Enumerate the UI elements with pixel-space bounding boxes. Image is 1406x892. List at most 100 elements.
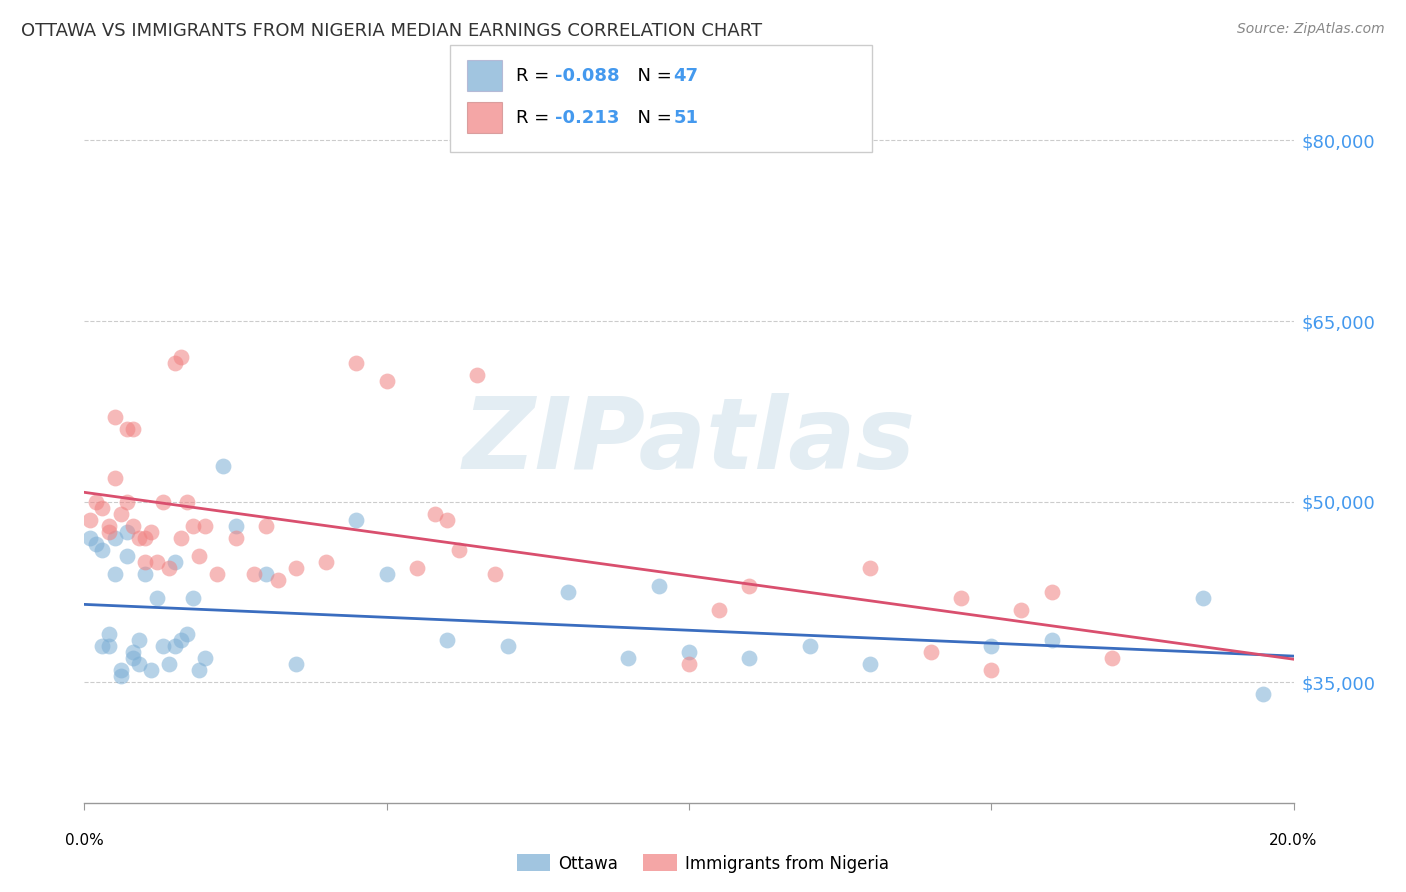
Point [406,561,429,575]
Point [484,567,506,582]
Point [346,356,368,370]
Point [115,524,138,539]
Text: 51: 51 [673,109,699,127]
Point [115,549,138,563]
Point [207,567,229,582]
Point [79,531,101,545]
Point [254,567,277,582]
Point [170,531,193,545]
Text: Source: ZipAtlas.com: Source: ZipAtlas.com [1237,22,1385,37]
Point [128,657,150,672]
Point [859,657,882,672]
Point [121,645,143,659]
Point [225,519,247,533]
Point [121,423,143,437]
Point [194,651,217,665]
Point [1253,687,1275,701]
Point [436,633,458,648]
Point [170,633,193,648]
Point [157,561,180,575]
Point [285,657,308,672]
Point [139,524,162,539]
Point [1101,651,1123,665]
Point [950,591,973,605]
Point [375,375,398,389]
Point [134,555,156,569]
Point [128,531,150,545]
Text: OTTAWA VS IMMIGRANTS FROM NIGERIA MEDIAN EARNINGS CORRELATION CHART: OTTAWA VS IMMIGRANTS FROM NIGERIA MEDIAN… [21,22,762,40]
Point [165,639,187,653]
Point [242,567,264,582]
Point [91,500,114,515]
Text: ZIPatlas: ZIPatlas [463,393,915,490]
Point [104,410,127,425]
Text: N =: N = [626,109,678,127]
Point [165,356,187,370]
Point [115,494,138,508]
Point [134,567,156,582]
Text: 20.0%: 20.0% [1270,833,1317,848]
Point [176,627,198,641]
Point [557,585,579,599]
Point [104,471,127,485]
Point [110,507,132,521]
Point [110,669,132,683]
Point [678,645,700,659]
Point [467,368,489,383]
Point [449,542,471,557]
Point [165,555,187,569]
Text: -0.213: -0.213 [555,109,620,127]
Point [709,603,731,617]
Point [152,639,174,653]
Point [648,579,671,593]
Point [285,561,308,575]
Point [121,519,143,533]
Point [86,537,108,551]
Point [859,561,882,575]
Point [980,664,1002,678]
Point [375,567,398,582]
Point [1192,591,1215,605]
Point [91,542,114,557]
Point [980,639,1002,653]
Point [1011,603,1033,617]
Point [128,633,150,648]
Legend: Ottawa, Immigrants from Nigeria: Ottawa, Immigrants from Nigeria [510,847,896,880]
Point [738,579,761,593]
Point [139,664,162,678]
Point [920,645,942,659]
Point [152,494,174,508]
Point [617,651,640,665]
Point [315,555,337,569]
Point [496,639,519,653]
Point [799,639,821,653]
Point [97,639,120,653]
Point [104,531,127,545]
Point [267,573,290,587]
Point [181,591,204,605]
Point [194,519,217,533]
Point [181,519,204,533]
Point [212,458,235,473]
Text: R =: R = [516,109,561,127]
Point [188,549,211,563]
Point [176,494,198,508]
Point [104,567,127,582]
Text: -0.088: -0.088 [555,67,620,85]
Point [97,524,120,539]
Point [79,513,101,527]
Point [157,657,180,672]
Point [738,651,761,665]
Point [678,657,700,672]
Point [188,664,211,678]
Point [86,494,108,508]
Point [225,531,247,545]
Point [146,555,169,569]
Point [110,664,132,678]
Point [97,627,120,641]
Point [134,531,156,545]
Point [436,513,458,527]
Point [170,350,193,364]
Text: N =: N = [626,67,678,85]
Point [115,423,138,437]
